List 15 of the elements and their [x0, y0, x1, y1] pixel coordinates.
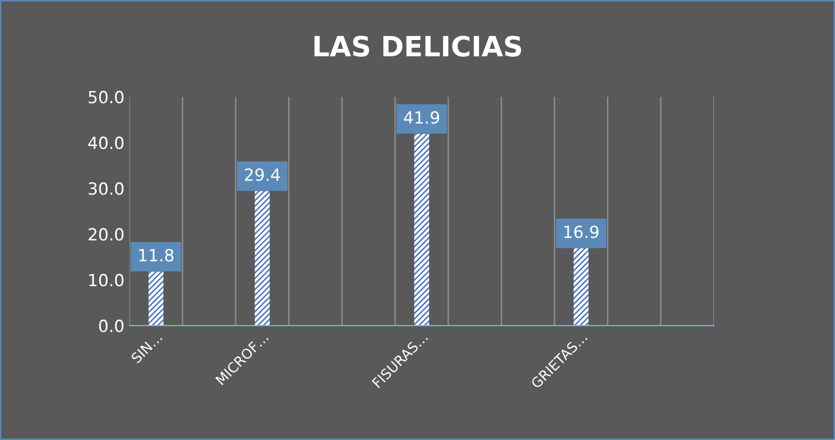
y-tick-label: 50.0: [88, 90, 124, 104]
bar: [574, 248, 589, 326]
y-tick-label: 40.0: [88, 136, 124, 150]
y-tick-label: 0.0: [99, 320, 124, 332]
data-label: 41.9: [404, 111, 440, 124]
y-tick-label: 30.0: [88, 182, 124, 195]
bar: [148, 272, 164, 326]
chart-title: LAS DELICIAS: [314, 36, 522, 57]
data-label: 29.4: [244, 168, 280, 181]
bar: [254, 191, 270, 326]
bar: [414, 134, 430, 326]
data-label: 16.9: [564, 226, 598, 238]
data-label: 11.8: [139, 248, 174, 262]
y-tick-label: 20.0: [88, 228, 124, 241]
y-tick-label: 10.0: [89, 274, 124, 286]
